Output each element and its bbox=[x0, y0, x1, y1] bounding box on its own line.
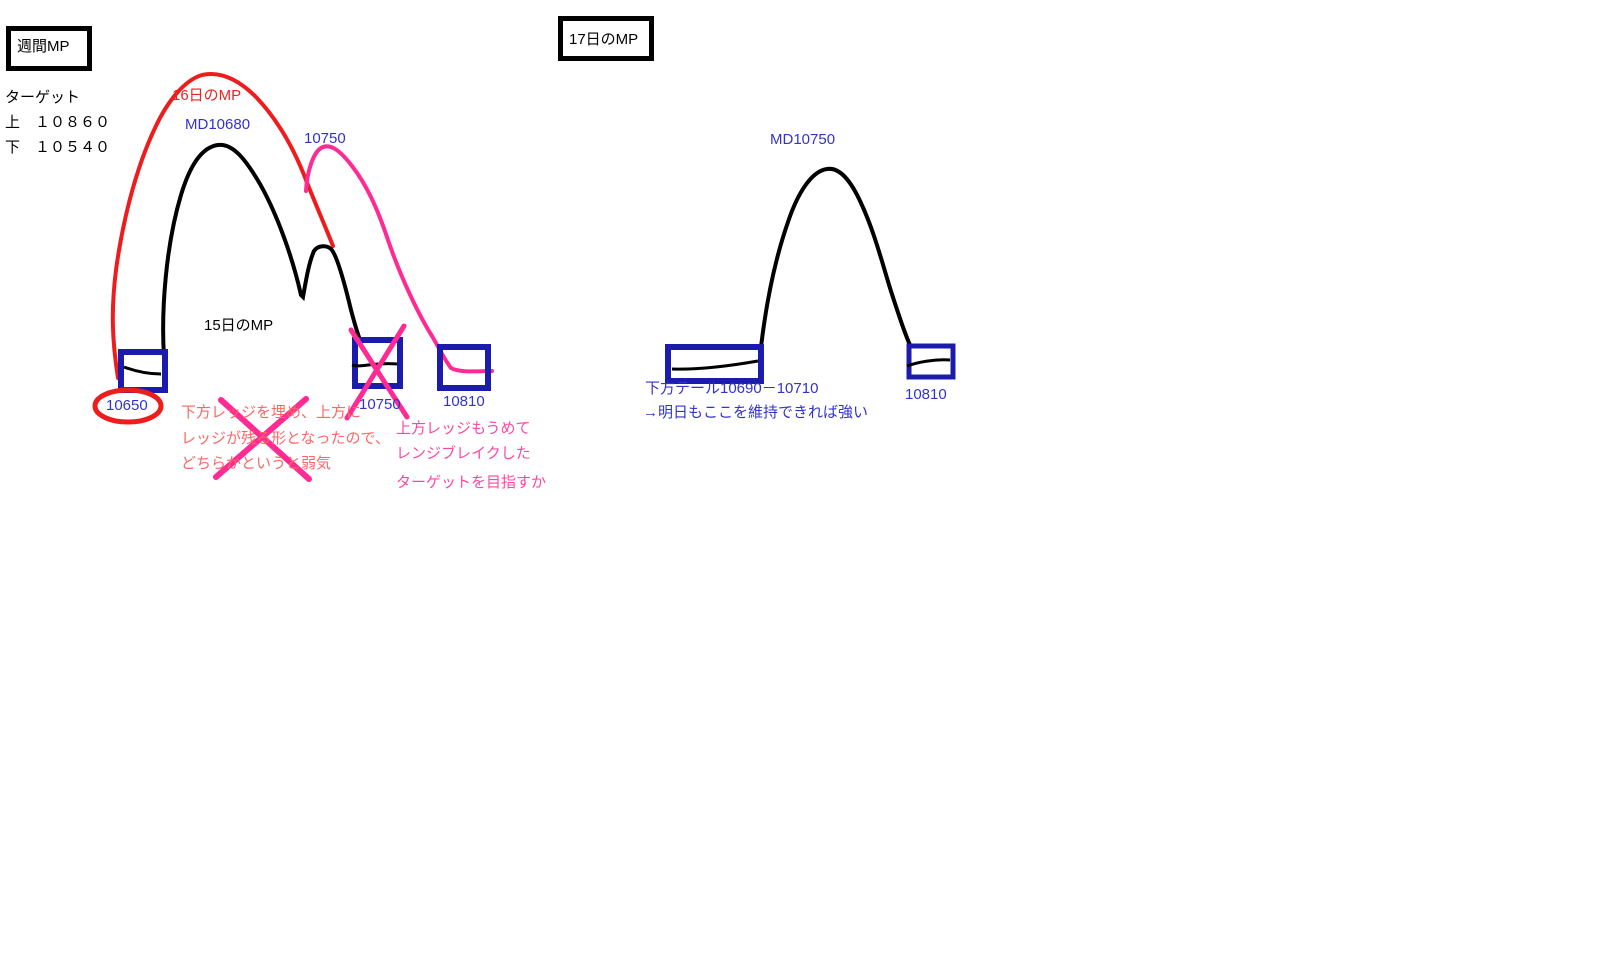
label-hold-note: →明日もここを維持できれば強い bbox=[643, 404, 869, 421]
pink-curve bbox=[304, 144, 494, 374]
target-upper: 上 １０８６０ bbox=[5, 114, 111, 131]
note-bullish-line1: 上方レッジもうめて bbox=[396, 420, 531, 437]
day17-mp-box: 17日のMP bbox=[558, 16, 654, 61]
value-box-10810-left bbox=[437, 344, 491, 391]
pink-x-note bbox=[213, 396, 312, 482]
weekly-mp-box: 週間MP bbox=[6, 26, 92, 71]
black-arch-17th-mp bbox=[759, 166, 912, 349]
note-bearish-line3: どちらかというと弱気 bbox=[181, 455, 332, 472]
squiggle-box-10650 bbox=[123, 365, 162, 376]
note-bullish-line3: ターゲットを目指すか bbox=[396, 474, 547, 491]
label-16th-mp: 16日のMP bbox=[172, 87, 242, 104]
red-circle-10650 bbox=[92, 387, 164, 425]
target-lower: 下 １０５４０ bbox=[5, 139, 111, 156]
label-10750-peak: 10750 bbox=[304, 130, 346, 147]
weekly-mp-label: 週間MP bbox=[17, 38, 70, 55]
label-md10750: MD10750 bbox=[770, 131, 836, 148]
label-10650: 10650 bbox=[106, 397, 148, 414]
drawing-layer bbox=[92, 72, 956, 482]
day17-mp-label: 17日のMP bbox=[569, 31, 639, 48]
note-bearish-line1: 下方レッジを埋め、上方に bbox=[181, 404, 362, 421]
pink-x-box bbox=[344, 323, 410, 421]
label-15th-mp: 15日のMP bbox=[204, 317, 274, 334]
label-10750-box: 10750 bbox=[359, 396, 401, 413]
label-md10680: MD10680 bbox=[185, 116, 251, 133]
target-title: ターゲット bbox=[5, 89, 81, 106]
black-arch-15th-mp bbox=[161, 142, 363, 359]
label-tail-range: 下方テール10690－10710 bbox=[645, 380, 819, 397]
label-10810-right: 10810 bbox=[905, 386, 947, 403]
note-bullish-line2: レンジブレイクした bbox=[396, 445, 531, 462]
value-box-tail bbox=[665, 344, 764, 384]
squiggle-box-10750 bbox=[351, 362, 398, 368]
note-bearish-line2: レッジが残る形となったので、 bbox=[181, 430, 390, 447]
label-10810-left: 10810 bbox=[443, 393, 485, 410]
squiggle-box-10810-right bbox=[906, 358, 951, 368]
value-box-10810-right bbox=[906, 343, 956, 380]
value-box-10750 bbox=[352, 337, 403, 389]
squiggle-box-tail bbox=[671, 359, 759, 371]
